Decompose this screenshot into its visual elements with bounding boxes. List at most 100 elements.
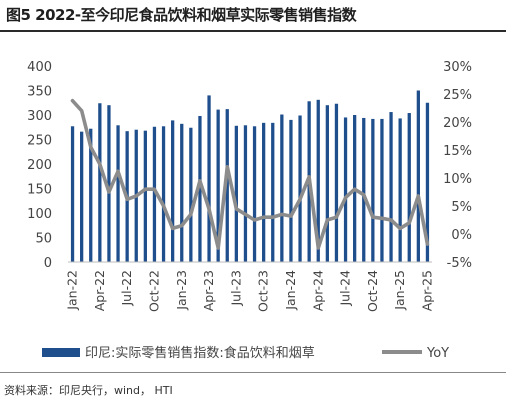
bar bbox=[362, 117, 366, 262]
yoy-point bbox=[344, 196, 347, 199]
yoy-point bbox=[298, 198, 302, 201]
yoy-point bbox=[180, 224, 183, 227]
x-axis-tick-label: Apr-24 bbox=[310, 270, 325, 311]
yoy-point bbox=[280, 213, 284, 216]
bar bbox=[398, 118, 402, 263]
yoy-point bbox=[389, 218, 393, 222]
yoy-point bbox=[89, 146, 92, 149]
yoy-point bbox=[216, 246, 220, 250]
bar-series bbox=[70, 90, 430, 263]
bar bbox=[407, 113, 411, 262]
bar bbox=[289, 119, 293, 263]
yoy-point bbox=[189, 213, 193, 216]
yoy-point bbox=[253, 218, 256, 222]
x-axis-tick-label: Jul-24 bbox=[338, 270, 353, 307]
yoy-point bbox=[80, 109, 83, 113]
x-axis-tick-label: Jul-23 bbox=[228, 270, 243, 307]
left-axis-tick-label: 150 bbox=[27, 183, 52, 198]
yoy-point bbox=[317, 246, 320, 250]
bar bbox=[189, 127, 193, 263]
x-axis-tick-label: Oct-23 bbox=[256, 270, 271, 312]
yoy-point bbox=[362, 193, 365, 196]
yoy-point bbox=[144, 188, 147, 191]
bar bbox=[389, 112, 393, 262]
bar bbox=[80, 131, 84, 262]
yoy-point bbox=[71, 99, 74, 102]
left-axis-tick-label: 0 bbox=[44, 256, 52, 271]
x-axis: Jan-22 Apr-22 Jul-22 Oct-22 Jan-23 Apr-23 Jul-… bbox=[65, 270, 435, 312]
x-axis-tick-label: Apr-22 bbox=[92, 270, 107, 311]
bar bbox=[334, 103, 339, 262]
right-axis-tick-label: -5% bbox=[447, 256, 472, 271]
yoy-point bbox=[371, 216, 375, 219]
bar bbox=[271, 122, 275, 262]
yoy-point bbox=[408, 221, 411, 224]
bar bbox=[298, 115, 302, 263]
title-rule bbox=[0, 30, 506, 32]
x-axis-tick-label: Jul-22 bbox=[119, 270, 134, 307]
bar bbox=[252, 126, 257, 263]
x-axis-tick-label: Oct-24 bbox=[365, 270, 380, 312]
yoy-point bbox=[244, 213, 247, 216]
yoy-point bbox=[353, 188, 356, 191]
bar bbox=[180, 123, 184, 262]
left-axis-tick-label: 250 bbox=[27, 134, 52, 149]
right-axis-tick-label: 25% bbox=[443, 88, 472, 103]
x-axis-tick-label: Jan-24 bbox=[283, 270, 298, 311]
yoy-point bbox=[125, 198, 129, 201]
yoy-point bbox=[398, 227, 402, 230]
yoy-point bbox=[235, 207, 238, 210]
left-axis-tick-label: 100 bbox=[27, 207, 52, 222]
bar bbox=[116, 125, 120, 262]
bar bbox=[225, 109, 229, 263]
x-axis-tick-label: Jan-22 bbox=[65, 270, 80, 311]
figure-title: 图5 2022-至今印尼食品饮料和烟草实际零售销售指数 bbox=[6, 6, 357, 24]
yoy-point bbox=[207, 207, 211, 210]
bar bbox=[243, 125, 248, 262]
left-axis-tick-label: 350 bbox=[27, 85, 52, 100]
yoy-line bbox=[70, 98, 430, 250]
bar bbox=[143, 130, 147, 262]
bar bbox=[425, 102, 430, 262]
right-axis: -5% 0% 5% 10% 15% 20% 25% 30% bbox=[443, 60, 472, 271]
x-axis-tick-label: Apr-25 bbox=[419, 270, 434, 311]
yoy-point bbox=[98, 162, 102, 166]
left-axis-tick-label: 300 bbox=[27, 109, 52, 124]
legend-bar-swatch bbox=[42, 348, 80, 357]
yoy-point bbox=[307, 175, 311, 179]
yoy-point bbox=[380, 217, 384, 220]
bar bbox=[416, 90, 420, 262]
bar bbox=[262, 122, 266, 262]
right-axis-tick-label: 30% bbox=[443, 60, 472, 75]
yoy-point bbox=[116, 170, 120, 173]
x-axis-tick-label: Jan-25 bbox=[392, 270, 407, 311]
yoy-point bbox=[262, 216, 265, 219]
left-axis: 0 50 100 150 200 250 300 350 400 bbox=[27, 60, 52, 271]
bar bbox=[171, 120, 175, 262]
bar bbox=[198, 115, 202, 262]
bar bbox=[89, 128, 93, 262]
x-axis-tick-label: Oct-22 bbox=[146, 270, 161, 312]
yoy-point bbox=[162, 204, 165, 208]
bar bbox=[325, 105, 329, 262]
legend-line-label: YoY bbox=[426, 346, 449, 361]
yoy-point bbox=[135, 194, 138, 198]
yoy-point bbox=[171, 227, 174, 230]
right-axis-tick-label: 20% bbox=[443, 116, 472, 131]
left-axis-tick-label: 400 bbox=[27, 60, 52, 75]
bar bbox=[107, 105, 111, 262]
left-axis-tick-label: 200 bbox=[27, 158, 52, 173]
bar bbox=[161, 126, 166, 263]
right-axis-tick-label: 5% bbox=[451, 200, 472, 215]
yoy-point bbox=[426, 242, 429, 246]
bar bbox=[152, 126, 157, 262]
right-axis-tick-label: 0% bbox=[451, 228, 472, 243]
bar bbox=[216, 109, 220, 262]
bar bbox=[371, 118, 375, 262]
source-note: 资料来源：印尼央行，wind， HTI bbox=[4, 384, 173, 397]
bar bbox=[316, 99, 320, 262]
yoy-point bbox=[153, 188, 156, 191]
line-series bbox=[70, 98, 430, 250]
yoy-point bbox=[198, 179, 202, 182]
bottom-rule bbox=[0, 372, 506, 373]
